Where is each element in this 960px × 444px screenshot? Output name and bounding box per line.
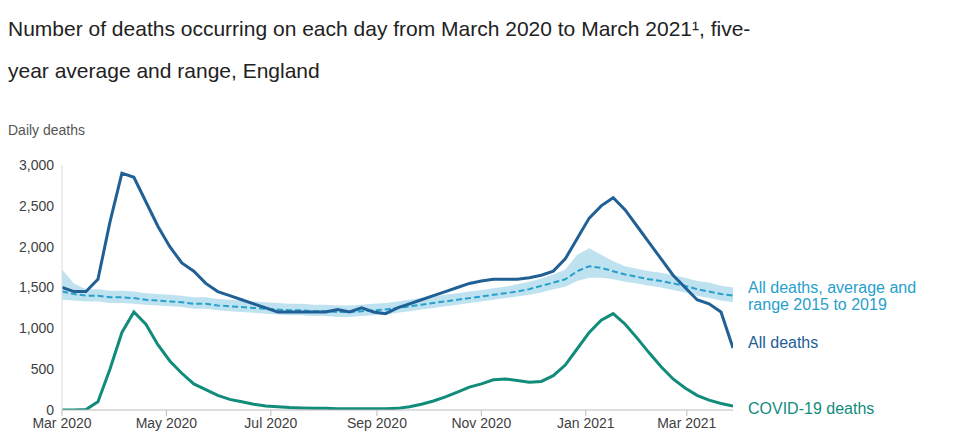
svg-text:3,000: 3,000 [19,157,54,173]
svg-text:500: 500 [31,361,55,377]
svg-text:Mar 2021: Mar 2021 [657,415,716,431]
svg-text:2,500: 2,500 [19,198,54,214]
svg-text:May 2020: May 2020 [136,415,198,431]
svg-text:Jul 2020: Jul 2020 [244,415,297,431]
html-text:COVID-19 deaths: COVID-19 deaths [748,400,875,417]
html-text:Daily deaths: Daily deaths [8,122,85,138]
svg-text:1,000: 1,000 [19,320,54,336]
svg-text:2,000: 2,000 [19,239,54,255]
svg-text:Nov 2020: Nov 2020 [451,415,511,431]
svg-text:Jan 2021: Jan 2021 [557,415,615,431]
svg-text:Sep 2020: Sep 2020 [347,415,407,431]
svg-text:0: 0 [46,402,54,418]
html-text:All deaths: All deaths [748,334,819,351]
svg-text:1,500: 1,500 [19,279,54,295]
svg-text:Mar 2020: Mar 2020 [32,415,91,431]
html-text:Number of deaths occurring on: Number of deaths occurring on each day f… [8,17,751,82]
html-text:All deaths, average and range: All deaths, average and range 2015 to 20… [748,279,917,313]
